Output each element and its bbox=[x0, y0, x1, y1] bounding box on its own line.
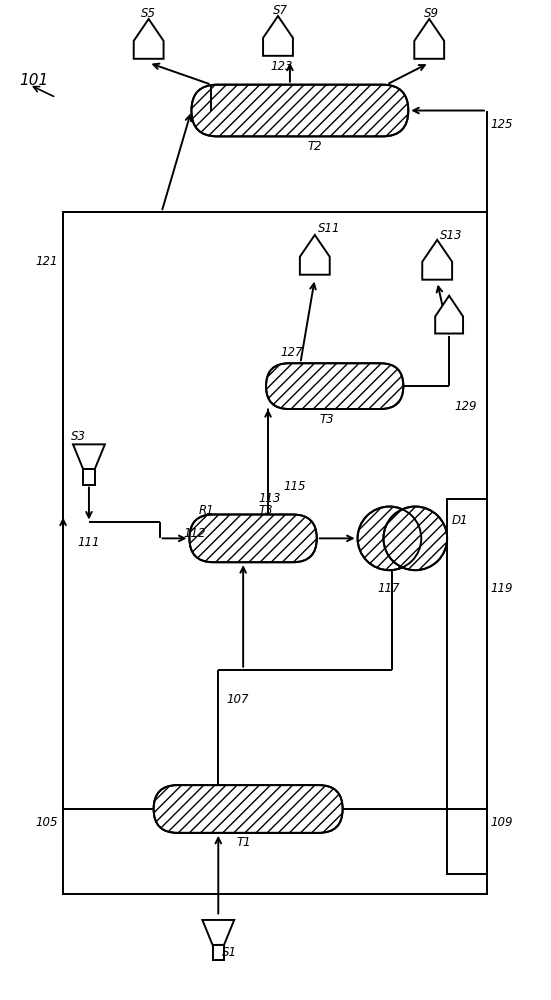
FancyBboxPatch shape bbox=[191, 85, 408, 136]
FancyBboxPatch shape bbox=[190, 514, 317, 562]
Circle shape bbox=[358, 507, 422, 570]
Text: S11: S11 bbox=[318, 222, 341, 235]
Text: D1: D1 bbox=[452, 514, 468, 527]
Circle shape bbox=[383, 507, 447, 570]
Polygon shape bbox=[435, 296, 463, 334]
Polygon shape bbox=[300, 235, 329, 275]
Polygon shape bbox=[422, 240, 452, 280]
Text: S7: S7 bbox=[273, 4, 288, 17]
Polygon shape bbox=[202, 920, 234, 945]
Text: S1: S1 bbox=[222, 946, 237, 959]
Text: 127: 127 bbox=[280, 346, 302, 359]
Text: S9: S9 bbox=[424, 7, 439, 20]
Text: 123: 123 bbox=[270, 60, 293, 73]
Polygon shape bbox=[414, 19, 444, 59]
Text: T2: T2 bbox=[308, 140, 322, 153]
Text: T1: T1 bbox=[236, 836, 251, 849]
Text: S3: S3 bbox=[71, 430, 86, 443]
Text: 101: 101 bbox=[19, 73, 48, 88]
Text: 107: 107 bbox=[226, 693, 249, 706]
Text: 115: 115 bbox=[283, 480, 305, 493]
Polygon shape bbox=[73, 444, 105, 469]
Text: T3: T3 bbox=[258, 504, 273, 517]
Text: S5: S5 bbox=[141, 7, 156, 20]
Polygon shape bbox=[134, 19, 164, 59]
Text: 105: 105 bbox=[35, 816, 58, 829]
Text: 125: 125 bbox=[491, 118, 514, 131]
Text: 113: 113 bbox=[258, 492, 280, 505]
FancyBboxPatch shape bbox=[154, 785, 343, 833]
Text: 119: 119 bbox=[491, 582, 514, 595]
Text: 117: 117 bbox=[377, 582, 400, 595]
Text: R1: R1 bbox=[198, 504, 214, 517]
FancyBboxPatch shape bbox=[266, 363, 403, 409]
Text: 109: 109 bbox=[491, 816, 514, 829]
Polygon shape bbox=[213, 945, 224, 960]
Text: 129: 129 bbox=[454, 400, 477, 413]
Text: T3: T3 bbox=[320, 413, 334, 426]
Polygon shape bbox=[263, 16, 293, 56]
Text: 111: 111 bbox=[77, 536, 100, 549]
Text: S13: S13 bbox=[440, 229, 463, 242]
Text: 121: 121 bbox=[35, 255, 58, 268]
Text: 112: 112 bbox=[183, 527, 206, 540]
Polygon shape bbox=[83, 469, 95, 485]
